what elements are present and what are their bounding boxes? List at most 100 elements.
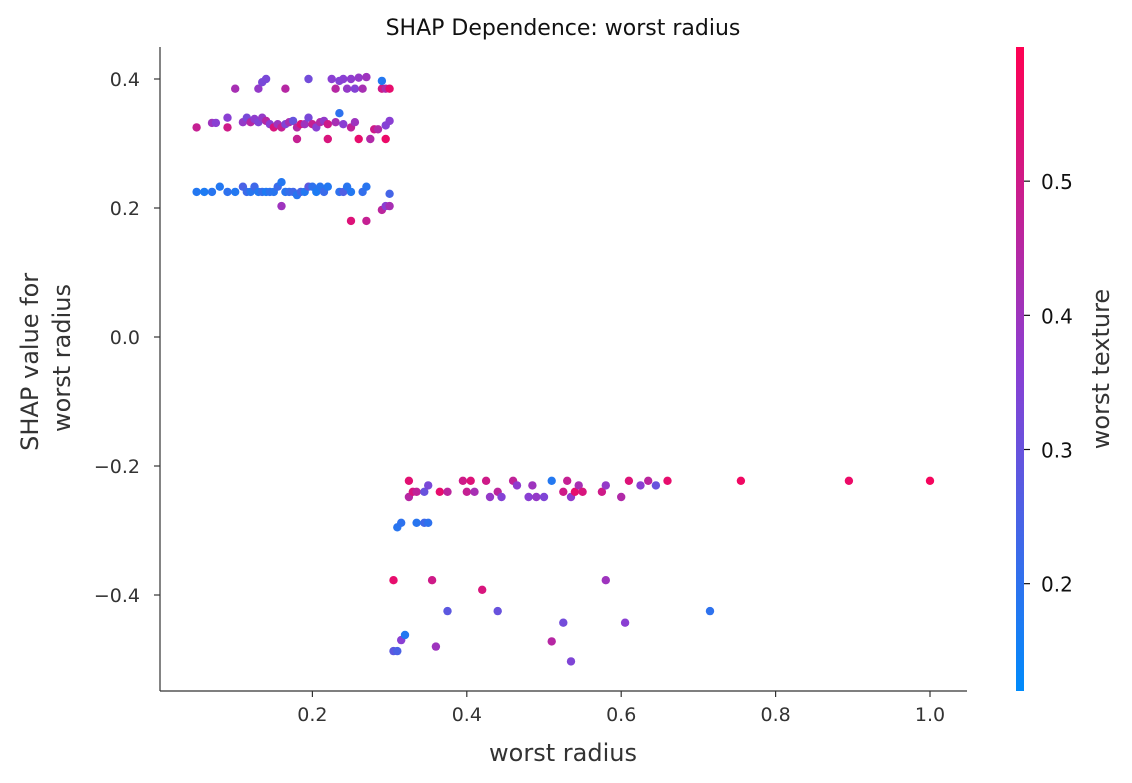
data-point-13 [354, 73, 363, 82]
data-point-67 [231, 187, 240, 197]
data-point-138 [644, 476, 653, 485]
data-point-19 [385, 84, 394, 93]
data-point-97 [385, 189, 394, 198]
data-point-107 [412, 487, 421, 496]
colorbar [1016, 47, 1024, 691]
data-point-48 [331, 118, 340, 127]
y-axis-title-line-1: SHAP value for [16, 273, 44, 451]
data-point-61 [381, 134, 390, 144]
data-point-119 [497, 492, 506, 502]
data-point-126 [547, 476, 556, 485]
colorbar-title: worst texture [1087, 289, 1115, 449]
data-point-108 [420, 487, 429, 496]
data-point-135 [617, 492, 626, 502]
data-point-142 [844, 476, 854, 485]
data-point-38 [288, 116, 298, 126]
data-point-60 [366, 134, 375, 144]
data-point-157 [705, 606, 715, 616]
data-point-53 [373, 125, 383, 134]
data-point-137 [636, 481, 645, 490]
data-point-66 [223, 187, 232, 197]
x-tick-label: 0.2 [297, 704, 327, 726]
data-point-3 [261, 74, 271, 84]
y-tick-label: −0.2 [94, 456, 140, 478]
colorbar-tick-label: 0.2 [1041, 573, 1073, 597]
data-point-160 [431, 642, 441, 651]
data-point-55 [385, 116, 394, 126]
data-point-59 [354, 134, 363, 144]
data-point-47 [323, 120, 332, 129]
data-point-103 [385, 201, 394, 211]
data-point-141 [736, 476, 746, 485]
data-point-7 [331, 84, 340, 93]
data-point-148 [424, 518, 433, 527]
y-tick-label: −0.4 [94, 585, 140, 607]
data-point-100 [362, 216, 371, 226]
y-tick-label: 0.4 [110, 69, 140, 91]
y-axis-title: SHAP value for worst radius [16, 265, 76, 451]
data-point-5 [304, 74, 313, 84]
data-point-130 [570, 487, 580, 496]
data-point-15 [362, 72, 371, 82]
data-point-1 [254, 84, 263, 93]
data-point-0 [231, 84, 240, 93]
data-point-62 [192, 187, 201, 197]
data-point-49 [339, 120, 348, 129]
data-point-65 [215, 182, 224, 191]
data-point-145 [397, 518, 406, 527]
data-point-10 [342, 84, 352, 93]
data-point-104 [404, 476, 414, 485]
data-point-122 [524, 492, 533, 502]
data-point-131 [574, 481, 583, 490]
data-point-121 [512, 481, 522, 490]
y-axis-title-line-2: worst radius [48, 284, 76, 432]
data-point-149 [389, 576, 398, 585]
data-point-159 [400, 630, 410, 640]
data-point-140 [663, 476, 672, 485]
data-point-123 [528, 481, 537, 490]
data-point-14 [358, 84, 367, 93]
colorbar-ticks: 0.5 0.4 0.3 0.2 [1024, 170, 1073, 597]
data-point-127 [559, 487, 568, 496]
data-point-112 [458, 476, 468, 485]
data-point-143 [925, 476, 935, 485]
data-point-51 [350, 118, 360, 127]
y-tick-label: 0.2 [110, 198, 140, 220]
data-point-139 [651, 481, 661, 490]
scatter-points [192, 72, 935, 666]
data-point-124 [532, 492, 541, 502]
data-point-146 [412, 518, 421, 527]
data-point-4 [281, 84, 290, 93]
data-point-56 [292, 134, 302, 144]
data-point-98 [277, 201, 286, 211]
data-point-154 [493, 606, 502, 616]
data-point-114 [466, 476, 475, 485]
colorbar-tick-label: 0.5 [1041, 170, 1073, 194]
data-point-90 [323, 182, 332, 191]
data-point-20 [192, 123, 201, 132]
data-point-156 [620, 618, 630, 627]
data-point-12 [350, 84, 360, 93]
x-axis-ticks: 0.2 0.4 0.6 0.8 1.0 [297, 691, 945, 726]
data-point-134 [601, 481, 610, 490]
y-tick-label: 0.0 [110, 327, 140, 349]
data-point-42 [304, 113, 313, 122]
data-point-110 [435, 487, 444, 496]
data-point-113 [462, 487, 471, 496]
colorbar-tick-label: 0.3 [1041, 439, 1073, 463]
x-tick-label: 0.4 [452, 704, 482, 726]
data-point-116 [481, 476, 491, 485]
data-point-125 [539, 492, 549, 502]
data-point-58 [335, 109, 344, 118]
data-point-115 [470, 487, 479, 496]
data-point-163 [547, 637, 556, 646]
data-point-128 [563, 476, 572, 485]
data-point-164 [566, 657, 576, 666]
data-point-133 [597, 487, 607, 496]
data-point-64 [207, 187, 217, 197]
data-point-11 [346, 74, 356, 84]
data-point-153 [443, 606, 452, 616]
x-tick-label: 0.6 [606, 704, 636, 726]
data-point-162 [393, 646, 402, 656]
